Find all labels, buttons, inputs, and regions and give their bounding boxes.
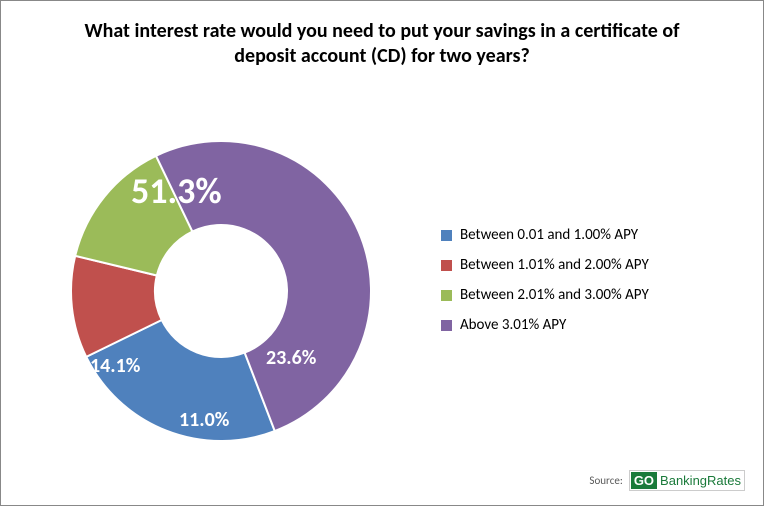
slice-label: 14.1%	[90, 354, 140, 378]
chart-title: What interest rate would you need to put…	[1, 1, 763, 69]
legend-swatch	[441, 260, 452, 271]
legend-label: Between 2.01% and 3.00% APY	[460, 286, 649, 304]
slice-label: 51.3%	[131, 169, 222, 213]
slice-label: 23.6%	[266, 346, 316, 370]
legend-item: Above 3.01% APY	[441, 316, 649, 334]
slice-label: 11.0%	[179, 408, 229, 432]
source-logo: GO BankingRates	[629, 470, 745, 491]
legend-item: Between 2.01% and 3.00% APY	[441, 286, 649, 304]
legend-label: Above 3.01% APY	[460, 316, 566, 334]
legend-swatch	[441, 320, 452, 331]
source-attribution: Source: GO BankingRates	[589, 470, 745, 491]
logo-go-badge: GO	[631, 472, 657, 489]
logo-text: BankingRates	[657, 473, 741, 488]
source-label: Source:	[589, 474, 622, 487]
legend-label: Between 0.01 and 1.00% APY	[460, 226, 638, 244]
legend-label: Between 1.01% and 2.00% APY	[460, 256, 649, 274]
legend-item: Between 1.01% and 2.00% APY	[441, 256, 649, 274]
legend-item: Between 0.01 and 1.00% APY	[441, 226, 649, 244]
legend: Between 0.01 and 1.00% APY Between 1.01% …	[441, 226, 649, 346]
legend-swatch	[441, 290, 452, 301]
donut-chart: 23.6% 11.0% 14.1% 51.3%	[41, 121, 401, 461]
legend-swatch	[441, 230, 452, 241]
